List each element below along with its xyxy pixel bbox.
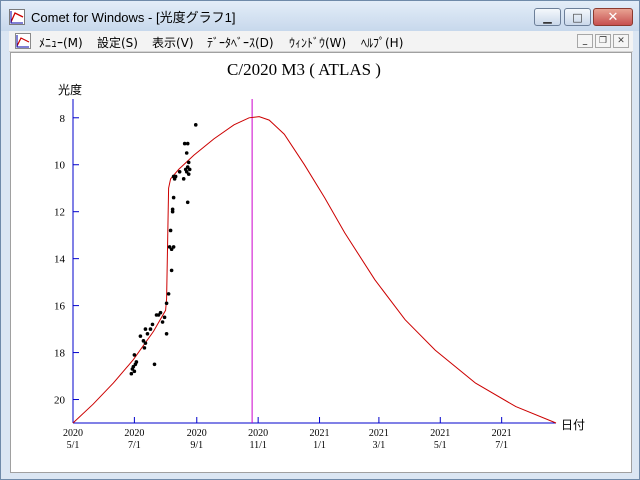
app-logo-icon — [9, 9, 25, 25]
observation-point — [138, 334, 143, 338]
menu-menu[interactable]: ﾒﾆｭｰ(M) — [39, 36, 83, 50]
observation-point — [184, 169, 189, 174]
observation-point — [181, 177, 186, 181]
menu-view[interactable]: 表示(V) — [152, 36, 194, 50]
minimize-icon: ▁ — [543, 10, 552, 24]
observation-point — [193, 123, 198, 127]
observation-point — [186, 160, 191, 165]
x-tick-label-year: 2021 — [369, 428, 389, 439]
menu-database[interactable]: ﾃﾞｰﾀﾍﾞｰｽ(D) — [207, 36, 274, 50]
observation-point — [168, 228, 173, 233]
close-button[interactable]: ✕ — [593, 8, 633, 26]
observation-point — [171, 245, 176, 249]
observation-point — [166, 292, 171, 296]
observation-point — [148, 327, 153, 331]
x-tick-label-year: 2021 — [492, 428, 512, 439]
x-tick-label-year: 2020 — [124, 428, 144, 439]
observation-point — [162, 315, 167, 320]
observation-point — [132, 353, 137, 357]
observation-point — [173, 174, 178, 179]
y-tick-label: 12 — [54, 207, 65, 219]
mdi-restore-button[interactable]: ❐ — [595, 34, 611, 48]
observation-point — [171, 195, 176, 200]
observation-point — [187, 167, 192, 172]
observation-point — [182, 141, 187, 146]
observation-point — [169, 268, 174, 273]
observation-point — [164, 301, 169, 306]
observation-point — [134, 360, 139, 364]
chart-title: C/2020 M3 ( ATLAS ) — [227, 60, 381, 79]
x-tick-label-year: 2021 — [430, 428, 450, 439]
x-tick-label-date: 5/1 — [67, 440, 80, 451]
mdi-minimize-button[interactable]: _ — [577, 34, 593, 48]
y-tick-label: 16 — [54, 301, 66, 313]
observation-point — [160, 320, 165, 324]
restore-icon: ❐ — [598, 36, 608, 46]
chart-window: C/2020 M3 ( ATLAS ) 光度 日付 8 10 12 14 16 18 20 … — [10, 52, 632, 473]
x-axis-label: 日付 — [561, 418, 585, 432]
close-icon: ✕ — [607, 9, 619, 25]
observation-point — [177, 169, 182, 174]
predicted-curve — [72, 116, 557, 424]
observation-point — [186, 172, 191, 176]
x-tick-label-date: 5/1 — [434, 440, 447, 451]
x-tick-label-date: 7/1 — [495, 440, 508, 451]
y-tick-label: 8 — [60, 113, 66, 125]
y-tick-label: 14 — [54, 254, 66, 266]
observation-point — [170, 207, 175, 212]
x-tick-label-year: 2021 — [310, 428, 330, 439]
menu-settings[interactable]: 設定(S) — [97, 36, 138, 50]
observation-point — [152, 362, 157, 367]
observation-point — [129, 371, 134, 376]
minimize-icon: _ — [582, 36, 588, 46]
x-tick-label-date: 7/1 — [128, 440, 141, 451]
observation-point — [142, 346, 147, 350]
observation-point — [164, 331, 169, 336]
y-tick-label: 18 — [54, 348, 66, 360]
x-tick-label-date: 3/1 — [373, 440, 386, 451]
menu-window[interactable]: ｳｨﾝﾄﾞｳ(W) — [289, 36, 347, 50]
x-tick-label-date: 11/1 — [249, 440, 266, 451]
x-tick-label-date: 9/1 — [190, 440, 203, 451]
observation-point — [141, 339, 146, 343]
observation-point — [131, 364, 136, 369]
observation-point — [150, 322, 155, 327]
maximize-icon: □ — [572, 10, 583, 24]
y-tick-label: 10 — [54, 160, 66, 172]
maximize-button[interactable]: □ — [564, 8, 591, 26]
menu-bar: ﾒﾆｭｰ(M) 設定(S) 表示(V) ﾃﾞｰﾀﾍﾞｰｽ(D) ｳｨﾝﾄﾞｳ(W… — [9, 31, 633, 52]
observation-point — [185, 200, 190, 205]
observation-point — [167, 245, 172, 249]
observation-point — [185, 141, 190, 146]
x-tick-label-date: 1/1 — [313, 440, 326, 451]
close-icon: ✕ — [617, 36, 625, 46]
observation-point — [156, 313, 161, 317]
light-curve-chart: C/2020 M3 ( ATLAS ) 光度 日付 8101214161820 … — [54, 60, 585, 451]
observation-point — [143, 341, 148, 345]
y-axis-label: 光度 — [58, 82, 82, 97]
x-tick-label-year: 2020 — [248, 428, 268, 439]
observation-point — [158, 310, 163, 315]
observation-point — [143, 327, 148, 331]
document-icon[interactable] — [15, 33, 31, 49]
x-tick-label-year: 2020 — [187, 428, 207, 439]
title-bar[interactable]: Comet for Windows - [光度グラフ1] ▁ □ ✕ — [1, 1, 639, 31]
observation-point — [184, 151, 189, 155]
y-tick-label: 20 — [54, 395, 66, 407]
x-tick-label-year: 2020 — [63, 428, 83, 439]
observation-point — [132, 369, 137, 374]
observation-point — [169, 247, 174, 252]
observation-point — [145, 331, 150, 336]
window-title: Comet for Windows - [光度グラフ1] — [31, 10, 236, 25]
minimize-button[interactable]: ▁ — [534, 8, 561, 26]
menu-help[interactable]: ﾍﾙﾌﾟ(H) — [361, 36, 404, 50]
mdi-close-button[interactable]: ✕ — [613, 34, 629, 48]
observation-point — [185, 165, 190, 169]
